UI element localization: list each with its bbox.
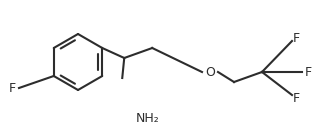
Text: O: O [205, 65, 215, 78]
Text: F: F [304, 65, 312, 78]
Text: F: F [8, 82, 16, 94]
Text: F: F [292, 31, 300, 45]
Text: F: F [292, 92, 300, 104]
Text: NH₂: NH₂ [136, 112, 160, 124]
